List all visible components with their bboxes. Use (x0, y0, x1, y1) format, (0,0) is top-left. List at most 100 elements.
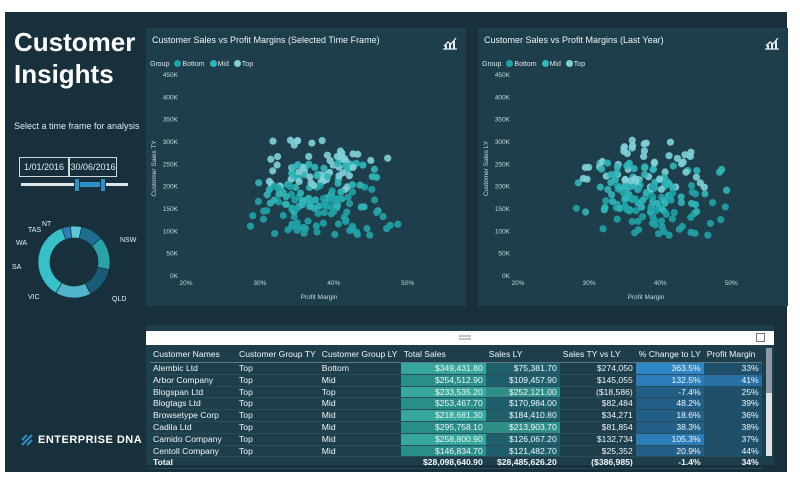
scatter-point[interactable] (669, 162, 677, 170)
col-sales-ly[interactable]: Sales LY (485, 345, 560, 363)
scatter-point[interactable] (613, 163, 622, 171)
table-row[interactable]: Alembic Ltd Top Bottom $349,431.80 $75,381.7… (150, 362, 762, 375)
scatter-point[interactable] (608, 191, 616, 199)
col-profit-margin[interactable]: Profit Margin (703, 345, 762, 363)
scatter-point[interactable] (670, 208, 678, 217)
scatter-point[interactable] (265, 185, 273, 194)
scatter-point[interactable] (259, 215, 268, 223)
scatter-point[interactable] (642, 139, 650, 147)
date-slider-start-handle[interactable] (74, 178, 80, 192)
scatter-point[interactable] (604, 185, 612, 194)
scatter-point[interactable] (394, 220, 402, 228)
scatter-point[interactable] (344, 193, 352, 201)
scatter-point[interactable] (709, 199, 717, 207)
legend-top[interactable]: Top (241, 60, 254, 68)
scatter-point[interactable] (348, 181, 357, 189)
scatter-point[interactable] (295, 168, 303, 176)
scatter-plot-last-year[interactable]: 450K 400K 350K 300K 250K 200K 150K 100K 50K 0K20%… (478, 68, 788, 306)
scatter-point[interactable] (693, 207, 701, 216)
scatter-point[interactable] (701, 190, 709, 198)
scatter-point[interactable] (625, 159, 633, 167)
scatter-point[interactable] (613, 215, 621, 223)
scatter-point[interactable] (260, 207, 268, 215)
scatter-point[interactable] (598, 165, 606, 173)
scatter-point[interactable] (641, 170, 649, 179)
scatter-point[interactable] (345, 199, 354, 208)
scatter-point[interactable] (574, 179, 582, 187)
scatter-point[interactable] (271, 229, 279, 238)
scatter-point[interactable] (340, 213, 348, 221)
table-row[interactable]: Blogtags Ltd Top Mid $253,467.70 $170,984.00… (150, 397, 762, 411)
scatter-point[interactable] (359, 161, 367, 169)
scatter-point[interactable] (653, 199, 662, 208)
col-pct-change[interactable]: % Change to LY (635, 345, 704, 363)
scatter-point[interactable] (327, 196, 336, 204)
scatter-point[interactable] (320, 208, 328, 217)
scatter-point[interactable] (637, 203, 646, 211)
scatter-point[interactable] (648, 204, 656, 213)
scatter-point[interactable] (688, 181, 696, 190)
scatter-point[interactable] (620, 143, 629, 151)
scatter-point[interactable] (266, 199, 275, 207)
scatter-point[interactable] (312, 222, 320, 230)
scatter-point[interactable] (349, 163, 357, 171)
scatter-point[interactable] (649, 165, 658, 173)
scatter-point[interactable] (286, 183, 294, 191)
scatter-point[interactable] (651, 221, 659, 229)
scatter-point[interactable] (648, 183, 656, 191)
trend-chart-icon[interactable] (442, 34, 458, 50)
scatter-point[interactable] (656, 175, 664, 183)
scatter-point[interactable] (330, 207, 338, 216)
start-date-input[interactable]: 1/01/2016 (19, 157, 69, 177)
scatter-point[interactable] (673, 154, 682, 163)
scatter-point[interactable] (305, 152, 313, 161)
scatter-point[interactable] (331, 230, 339, 238)
scatter-point[interactable] (572, 204, 580, 212)
scatter-point[interactable] (609, 197, 617, 206)
scatter-point[interactable] (616, 204, 624, 213)
scatter-point[interactable] (640, 152, 648, 161)
scatter-point[interactable] (677, 193, 685, 201)
scatter-point[interactable] (273, 161, 281, 169)
scatter-point[interactable] (668, 183, 677, 191)
scatter-point[interactable] (682, 168, 690, 176)
scatter-point[interactable] (311, 196, 319, 204)
scatter-plot-selected[interactable]: 450K 400K 350K 300K 250K 200K 150K 100K 50K 0K20%… (146, 68, 466, 306)
scatter-point[interactable] (607, 171, 615, 179)
scatter-point[interactable] (370, 165, 379, 173)
scatter-point[interactable] (706, 219, 714, 228)
scatter-point[interactable] (292, 205, 300, 213)
scatter-point[interactable] (688, 188, 696, 196)
scatter-point[interactable] (249, 212, 257, 220)
scatter-point[interactable] (635, 184, 643, 192)
scatter-point[interactable] (384, 154, 392, 162)
scatter-point[interactable] (319, 195, 327, 203)
scatter-point[interactable] (368, 185, 376, 194)
scatter-point[interactable] (649, 193, 657, 201)
scatter-point[interactable] (621, 203, 630, 211)
legend-mid[interactable]: Mid (549, 60, 561, 68)
scatter-point[interactable] (640, 147, 649, 155)
scatter-point[interactable] (600, 206, 608, 214)
scatter-point[interactable] (314, 209, 322, 218)
table-row[interactable]: Camido Company Top Mid $258,800.90 $126,067.… (150, 433, 762, 446)
scatter-point[interactable] (366, 231, 374, 239)
scatter-point[interactable] (305, 160, 313, 168)
scatter-point[interactable] (623, 149, 631, 158)
scatter-point[interactable] (721, 203, 729, 211)
scatter-point[interactable] (677, 198, 685, 207)
scatter-point[interactable] (630, 165, 638, 173)
scatter-point[interactable] (345, 172, 354, 180)
scatter-point[interactable] (686, 152, 694, 161)
scatter-point[interactable] (352, 228, 361, 236)
scatter-point[interactable] (275, 190, 283, 198)
scatter-point[interactable] (290, 213, 298, 221)
scatter-point[interactable] (717, 216, 725, 224)
scatter-point[interactable] (356, 181, 364, 189)
scatter-point[interactable] (639, 196, 647, 205)
scatter-point[interactable] (581, 163, 589, 172)
scatter-point[interactable] (334, 179, 342, 187)
scatter-point[interactable] (269, 137, 277, 145)
scatter-point[interactable] (299, 224, 307, 232)
scatter-point[interactable] (318, 136, 326, 145)
